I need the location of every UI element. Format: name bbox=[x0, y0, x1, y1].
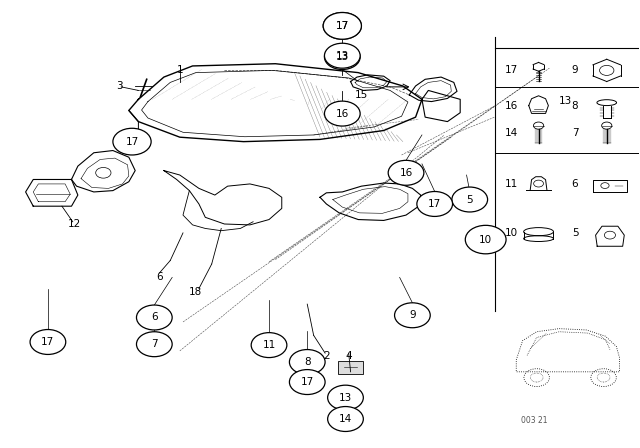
Circle shape bbox=[289, 370, 325, 395]
Text: 11: 11 bbox=[262, 340, 276, 350]
Text: 1: 1 bbox=[177, 65, 183, 75]
Text: 16: 16 bbox=[505, 101, 518, 111]
Circle shape bbox=[113, 128, 151, 155]
Text: 15: 15 bbox=[355, 90, 368, 100]
Circle shape bbox=[136, 332, 172, 357]
Text: 13: 13 bbox=[339, 392, 352, 403]
Circle shape bbox=[452, 187, 488, 212]
Text: 8: 8 bbox=[572, 101, 579, 111]
Text: 14: 14 bbox=[505, 128, 518, 138]
Circle shape bbox=[136, 305, 172, 330]
Text: 14: 14 bbox=[339, 414, 352, 424]
Text: 5: 5 bbox=[572, 228, 579, 238]
Circle shape bbox=[251, 332, 287, 358]
Text: 6: 6 bbox=[572, 179, 579, 189]
Text: 13: 13 bbox=[335, 52, 349, 62]
Circle shape bbox=[323, 13, 362, 39]
Text: 003 21: 003 21 bbox=[521, 416, 547, 425]
Text: 7: 7 bbox=[572, 128, 579, 138]
Circle shape bbox=[465, 225, 506, 254]
Text: 11: 11 bbox=[505, 179, 518, 189]
Text: 6: 6 bbox=[151, 313, 157, 323]
Circle shape bbox=[417, 191, 452, 216]
Text: 16: 16 bbox=[335, 108, 349, 119]
FancyBboxPatch shape bbox=[338, 361, 364, 374]
Text: 7: 7 bbox=[151, 339, 157, 349]
Text: 18: 18 bbox=[189, 287, 202, 297]
Text: 17: 17 bbox=[335, 21, 349, 31]
Text: 4: 4 bbox=[346, 351, 352, 361]
Circle shape bbox=[328, 406, 364, 431]
Text: 6: 6 bbox=[156, 272, 163, 282]
Text: 9: 9 bbox=[572, 65, 579, 75]
Text: 17: 17 bbox=[301, 377, 314, 387]
Text: 13: 13 bbox=[335, 51, 349, 61]
Circle shape bbox=[388, 160, 424, 185]
Text: 17: 17 bbox=[125, 137, 139, 146]
Text: 16: 16 bbox=[399, 168, 413, 178]
Text: 17: 17 bbox=[42, 337, 54, 347]
Text: 17: 17 bbox=[428, 199, 442, 209]
Text: 17: 17 bbox=[335, 21, 349, 31]
Text: 17: 17 bbox=[505, 65, 518, 75]
Text: 2: 2 bbox=[323, 351, 330, 361]
Text: 3: 3 bbox=[116, 81, 123, 91]
Circle shape bbox=[323, 13, 362, 39]
Text: 12: 12 bbox=[68, 219, 81, 229]
Circle shape bbox=[324, 44, 360, 69]
Text: 10: 10 bbox=[479, 235, 492, 245]
Text: 13: 13 bbox=[559, 96, 572, 106]
Circle shape bbox=[328, 385, 364, 410]
Text: 10: 10 bbox=[505, 228, 518, 238]
Circle shape bbox=[289, 349, 325, 375]
Circle shape bbox=[30, 330, 66, 354]
Circle shape bbox=[394, 303, 430, 328]
Circle shape bbox=[324, 101, 360, 126]
Text: 9: 9 bbox=[409, 310, 416, 320]
Text: 8: 8 bbox=[304, 357, 310, 367]
Text: 5: 5 bbox=[467, 194, 473, 205]
Circle shape bbox=[324, 43, 360, 68]
